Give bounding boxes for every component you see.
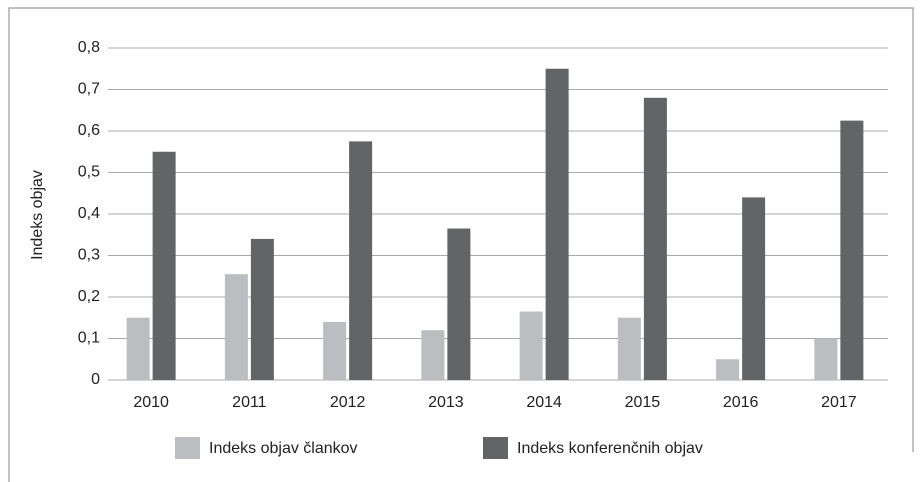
x-tick-label: 2016: [723, 394, 759, 411]
bar: [349, 141, 373, 380]
y-tick-label: 0,2: [78, 288, 100, 305]
bar: [617, 317, 641, 380]
bar: [716, 359, 740, 380]
bar: [545, 68, 569, 380]
x-tick-label: 2013: [428, 394, 464, 411]
x-tick-label: 2011: [232, 394, 267, 411]
legend-swatch: [483, 437, 508, 459]
bar: [519, 311, 543, 380]
bar: [742, 197, 766, 380]
bar: [447, 228, 471, 380]
bar: [250, 238, 274, 380]
x-tick-label: 2012: [330, 394, 366, 411]
bar: [840, 120, 864, 380]
y-tick-label: 0,3: [78, 247, 100, 264]
y-tick-label: 0,6: [78, 122, 100, 139]
y-tick-label: 0,7: [78, 81, 100, 98]
y-tick-label: 0: [91, 371, 100, 388]
bar: [814, 338, 838, 380]
y-tick-label: 0,8: [78, 39, 100, 56]
x-tick-label: 2017: [821, 394, 857, 411]
y-axis-label: Indeks objav: [29, 170, 46, 260]
bar: [421, 330, 445, 380]
legend-label: Indeks objav člankov: [209, 440, 358, 457]
y-tick-label: 0,4: [78, 205, 100, 222]
legend-swatch: [175, 437, 200, 459]
y-tick-label: 0,1: [78, 330, 100, 347]
bar: [152, 151, 176, 380]
x-tick-label: 2014: [526, 394, 562, 411]
bar: [323, 321, 347, 380]
frame: [8, 7, 914, 482]
bar: [224, 274, 248, 380]
y-tick-label: 0,5: [78, 164, 100, 181]
legend-label: Indeks konferenčnih objav: [517, 440, 703, 457]
bar: [643, 97, 667, 381]
x-tick-label: 2015: [625, 394, 661, 411]
x-tick-label: 2010: [133, 394, 169, 411]
bar: [126, 317, 150, 380]
